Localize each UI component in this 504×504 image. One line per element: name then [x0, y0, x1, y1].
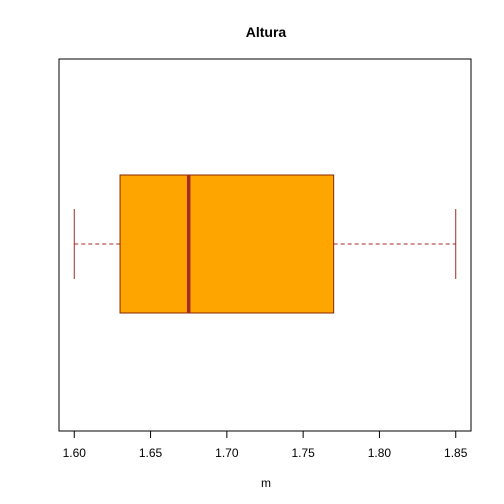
x-tick-label: 1.85 — [444, 446, 468, 460]
boxplot-marks — [73, 174, 457, 314]
x-tick-label: 1.60 — [63, 446, 87, 460]
x-tick-label: 1.80 — [368, 446, 392, 460]
box-iqr — [119, 174, 335, 314]
x-tick-label: 1.65 — [139, 446, 163, 460]
chart-title: Altura — [246, 24, 287, 40]
x-axis: 1.60 1.65 1.70 1.75 1.80 1.85 — [63, 430, 468, 460]
x-tick-label: 1.75 — [291, 446, 315, 460]
x-tick-label: 1.70 — [215, 446, 239, 460]
x-axis-label: m — [261, 476, 271, 490]
